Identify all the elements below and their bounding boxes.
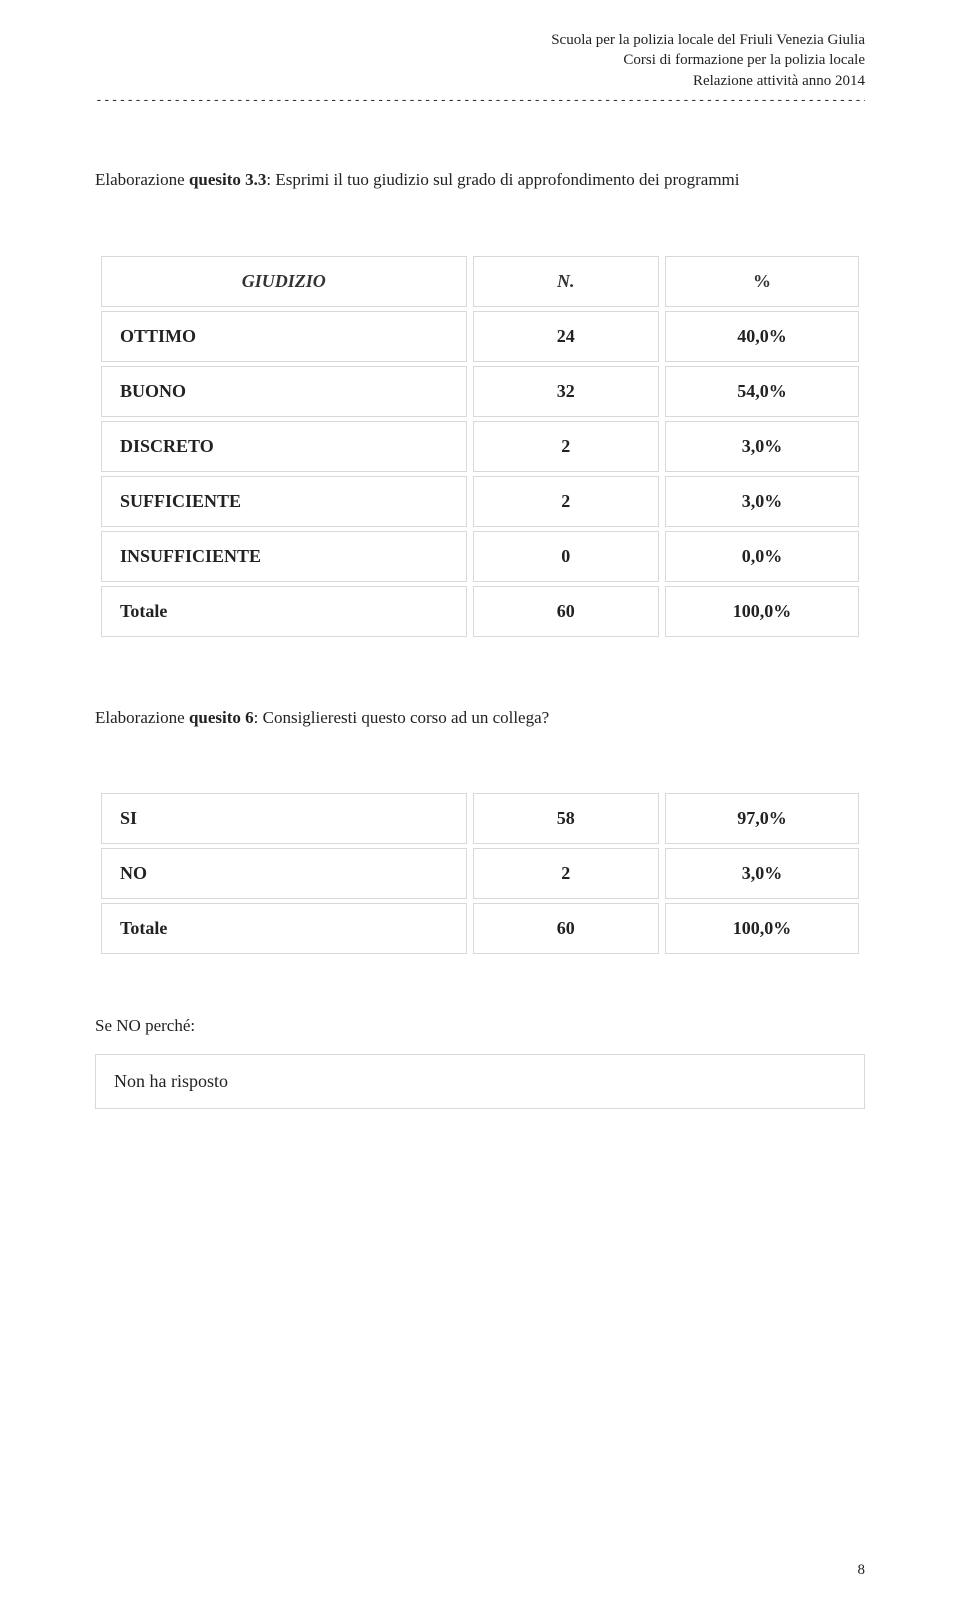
header-percent: % [665,256,859,307]
question-6-text: Elaborazione quesito 6: Consiglieresti q… [95,706,865,730]
table-row: OTTIMO 24 40,0% [101,311,859,362]
cell-label: DISCRETO [101,421,467,472]
table-giudizio: GIUDIZIO N. % OTTIMO 24 40,0% BUONO 32 5… [95,252,865,641]
cell-n: 2 [473,476,660,527]
cell-n: 60 [473,586,660,637]
cell-label: OTTIMO [101,311,467,362]
header-n: N. [473,256,660,307]
header-line-2: Corsi di formazione per la polizia local… [95,50,865,70]
cell-n: 32 [473,366,660,417]
cell-label: SUFFICIENTE [101,476,467,527]
table-row: SUFFICIENTE 2 3,0% [101,476,859,527]
table-si-no: SI 58 97,0% NO 2 3,0% Totale 60 100,0% [95,789,865,958]
page-number: 8 [858,1562,866,1579]
cell-label: INSUFFICIENTE [101,531,467,582]
table-header-row: GIUDIZIO N. % [101,256,859,307]
cell-label: NO [101,848,467,899]
header-line-3: Relazione attività anno 2014 [95,71,865,91]
cell-n: 24 [473,311,660,362]
table-row: SI 58 97,0% [101,793,859,844]
q33-rest: : Esprimi il tuo giudizio sul grado di a… [266,170,739,189]
table-row: NO 2 3,0% [101,848,859,899]
table-row: BUONO 32 54,0% [101,366,859,417]
cell-p: 100,0% [665,586,859,637]
q33-prefix: Elaborazione [95,170,189,189]
cell-n: 2 [473,848,660,899]
se-no-perche: Se NO perché: [95,1016,865,1036]
note-box: Non ha risposto [95,1054,865,1109]
q6-rest: : Consiglieresti questo corso ad un coll… [254,708,550,727]
question-3-3-text: Elaborazione quesito 3.3: Esprimi il tuo… [95,168,865,192]
q6-prefix: Elaborazione [95,708,189,727]
cell-p: 100,0% [665,903,859,954]
header-divider: ----------------------------------------… [95,93,865,108]
cell-n: 60 [473,903,660,954]
header-line-1: Scuola per la polizia locale del Friuli … [95,30,865,50]
cell-n: 58 [473,793,660,844]
cell-p: 3,0% [665,421,859,472]
table-row: INSUFFICIENTE 0 0,0% [101,531,859,582]
document-header: Scuola per la polizia locale del Friuli … [95,30,865,91]
cell-p: 3,0% [665,848,859,899]
header-giudizio: GIUDIZIO [101,256,467,307]
q6-bold: quesito 6 [189,708,254,727]
cell-p: 97,0% [665,793,859,844]
cell-p: 40,0% [665,311,859,362]
cell-p: 3,0% [665,476,859,527]
footer-pre: Se [95,1016,116,1035]
footer-bold: NO [116,1016,141,1035]
cell-label: Totale [101,903,467,954]
cell-label: SI [101,793,467,844]
footer-post: perché: [141,1016,195,1035]
cell-label: Totale [101,586,467,637]
q33-bold: quesito 3.3 [189,170,266,189]
cell-p: 0,0% [665,531,859,582]
cell-label: BUONO [101,366,467,417]
cell-n: 2 [473,421,660,472]
table-row: DISCRETO 2 3,0% [101,421,859,472]
table-row-total: Totale 60 100,0% [101,586,859,637]
cell-p: 54,0% [665,366,859,417]
table-row-total: Totale 60 100,0% [101,903,859,954]
cell-n: 0 [473,531,660,582]
